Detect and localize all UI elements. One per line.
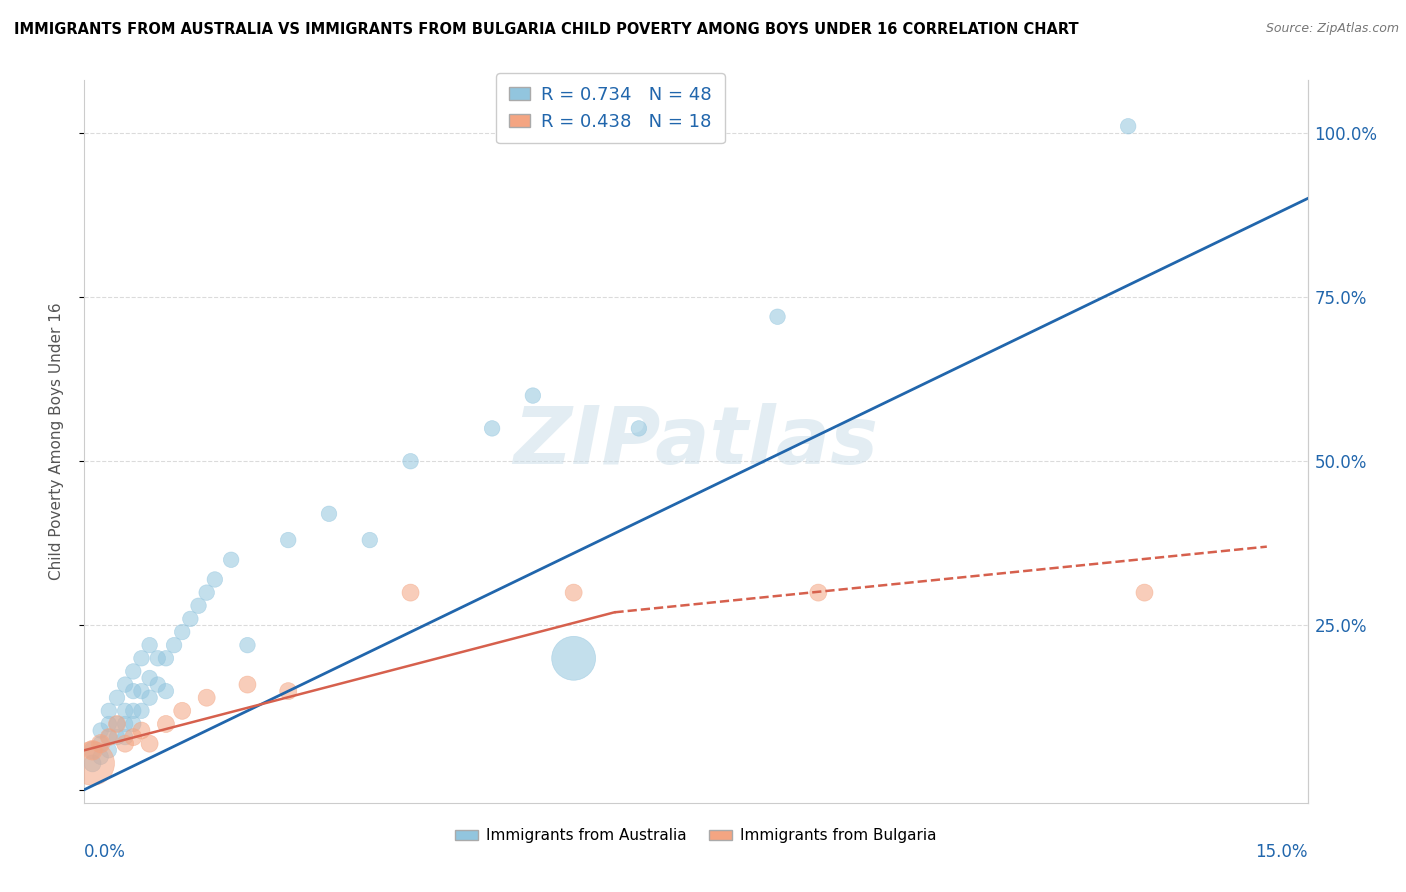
Point: [122, 704, 145, 718]
Text: 15.0%: 15.0%: [1256, 843, 1308, 861]
Point: [138, 690, 160, 705]
Point: [97, 730, 120, 744]
Point: [105, 717, 128, 731]
Point: [131, 723, 153, 738]
Point: [236, 638, 259, 652]
Point: [163, 638, 186, 652]
Point: [562, 585, 585, 599]
Point: [399, 454, 422, 468]
Point: [114, 737, 136, 751]
Point: [105, 717, 128, 731]
Point: [114, 730, 136, 744]
Point: [82, 743, 104, 757]
Point: [97, 704, 120, 718]
Point: [807, 585, 830, 599]
Point: [236, 677, 259, 691]
Point: [122, 730, 145, 744]
Point: [277, 533, 299, 547]
Point: [155, 717, 177, 731]
Point: [90, 737, 112, 751]
Point: [122, 665, 145, 679]
Point: [105, 690, 128, 705]
Point: [97, 717, 120, 731]
Point: [399, 585, 422, 599]
Text: ZIPatlas: ZIPatlas: [513, 402, 879, 481]
Point: [131, 651, 153, 665]
Point: [155, 651, 177, 665]
Point: [481, 421, 503, 435]
Point: [522, 388, 544, 402]
Point: [114, 677, 136, 691]
Point: [1133, 585, 1156, 599]
Point: [82, 756, 104, 771]
Point: [131, 684, 153, 698]
Point: [90, 737, 112, 751]
Point: [204, 573, 226, 587]
Point: [172, 625, 194, 640]
Point: [146, 651, 169, 665]
Point: [195, 690, 218, 705]
Point: [187, 599, 209, 613]
Point: [97, 743, 120, 757]
Point: [105, 730, 128, 744]
Point: [195, 585, 218, 599]
Point: [627, 421, 650, 435]
Point: [122, 684, 145, 698]
Point: [179, 612, 201, 626]
Point: [138, 737, 160, 751]
Point: [359, 533, 381, 547]
Point: [114, 717, 136, 731]
Point: [97, 730, 120, 744]
Point: [138, 638, 160, 652]
Point: [562, 651, 585, 665]
Text: 0.0%: 0.0%: [84, 843, 127, 861]
Y-axis label: Child Poverty Among Boys Under 16: Child Poverty Among Boys Under 16: [49, 302, 63, 581]
Point: [82, 743, 104, 757]
Point: [122, 717, 145, 731]
Point: [90, 723, 112, 738]
Point: [1116, 120, 1139, 134]
Legend: Immigrants from Australia, Immigrants from Bulgaria: Immigrants from Australia, Immigrants fr…: [450, 822, 942, 849]
Text: IMMIGRANTS FROM AUSTRALIA VS IMMIGRANTS FROM BULGARIA CHILD POVERTY AMONG BOYS U: IMMIGRANTS FROM AUSTRALIA VS IMMIGRANTS …: [14, 22, 1078, 37]
Point: [90, 749, 112, 764]
Point: [219, 553, 242, 567]
Point: [82, 756, 104, 771]
Point: [766, 310, 789, 324]
Point: [277, 684, 299, 698]
Text: Source: ZipAtlas.com: Source: ZipAtlas.com: [1265, 22, 1399, 36]
Point: [131, 704, 153, 718]
Point: [138, 671, 160, 685]
Point: [318, 507, 340, 521]
Point: [146, 677, 169, 691]
Point: [172, 704, 194, 718]
Point: [155, 684, 177, 698]
Point: [114, 704, 136, 718]
